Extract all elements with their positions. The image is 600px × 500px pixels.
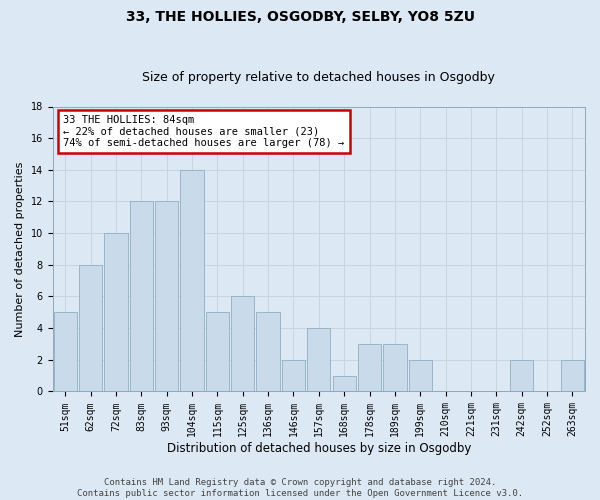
Bar xyxy=(231,296,254,392)
Text: Contains HM Land Registry data © Crown copyright and database right 2024.
Contai: Contains HM Land Registry data © Crown c… xyxy=(77,478,523,498)
Bar xyxy=(282,360,305,392)
Bar xyxy=(409,360,432,392)
Y-axis label: Number of detached properties: Number of detached properties xyxy=(15,162,25,336)
Text: 33 THE HOLLIES: 84sqm
← 22% of detached houses are smaller (23)
74% of semi-deta: 33 THE HOLLIES: 84sqm ← 22% of detached … xyxy=(63,115,344,148)
Bar xyxy=(332,376,356,392)
Bar xyxy=(256,312,280,392)
Bar xyxy=(206,312,229,392)
Bar xyxy=(307,328,331,392)
Bar xyxy=(560,360,584,392)
X-axis label: Distribution of detached houses by size in Osgodby: Distribution of detached houses by size … xyxy=(167,442,471,455)
Bar xyxy=(79,265,103,392)
Bar xyxy=(383,344,407,392)
Title: Size of property relative to detached houses in Osgodby: Size of property relative to detached ho… xyxy=(142,72,495,85)
Bar xyxy=(53,312,77,392)
Bar xyxy=(181,170,204,392)
Bar xyxy=(104,233,128,392)
Text: 33, THE HOLLIES, OSGODBY, SELBY, YO8 5ZU: 33, THE HOLLIES, OSGODBY, SELBY, YO8 5ZU xyxy=(125,10,475,24)
Bar xyxy=(510,360,533,392)
Bar xyxy=(155,202,178,392)
Bar xyxy=(358,344,381,392)
Bar xyxy=(130,202,153,392)
